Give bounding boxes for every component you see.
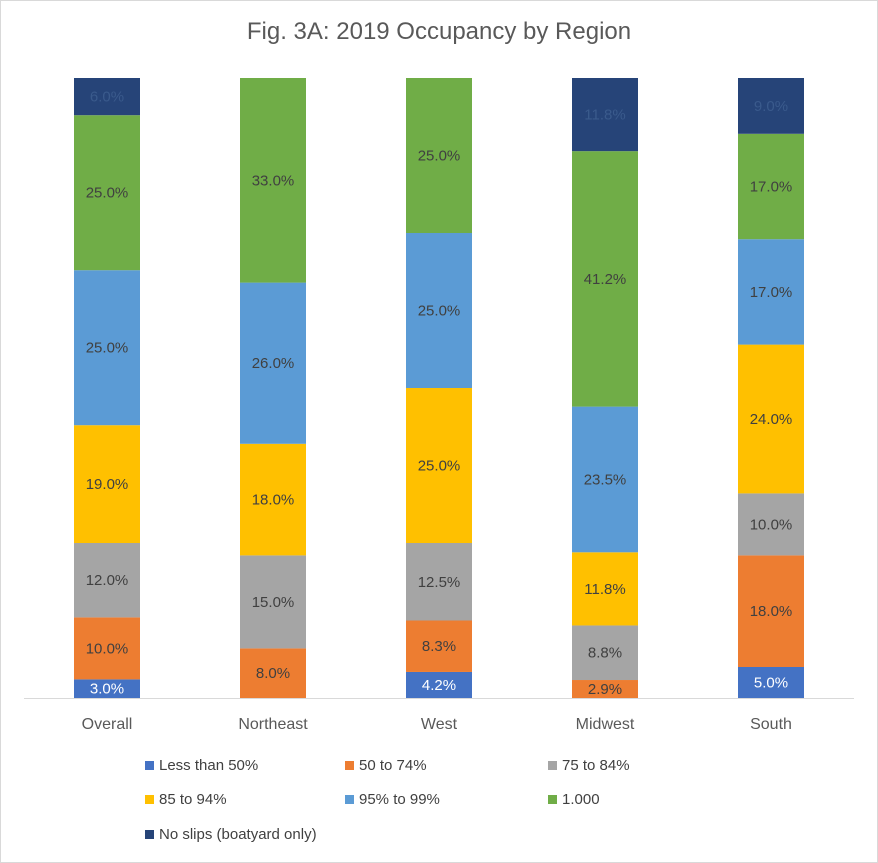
data-label: 23.5% bbox=[584, 471, 627, 488]
bar-segment-overall-5 bbox=[74, 115, 140, 271]
bar-segment-midwest-6 bbox=[572, 78, 638, 152]
data-label: 19.0% bbox=[86, 476, 129, 493]
data-label: 24.0% bbox=[750, 411, 793, 428]
bar-segment-overall-4 bbox=[74, 270, 140, 426]
bar-segment-west-4 bbox=[406, 233, 472, 388]
bar-segment-northeast-2 bbox=[240, 555, 306, 649]
bar-segment-midwest-1 bbox=[572, 680, 638, 698]
data-label: 25.0% bbox=[418, 458, 461, 475]
bar-segment-overall-2 bbox=[74, 543, 140, 618]
x-tick-label: Midwest bbox=[576, 716, 635, 733]
data-label: 25.0% bbox=[86, 340, 129, 357]
bar-segment-midwest-4 bbox=[572, 406, 638, 553]
data-label: 41.2% bbox=[584, 271, 627, 288]
bar-segment-west-3 bbox=[406, 388, 472, 543]
data-label: 25.0% bbox=[418, 148, 461, 165]
data-label: 18.0% bbox=[252, 492, 295, 509]
data-label: 12.0% bbox=[86, 572, 129, 589]
data-label: 9.0% bbox=[754, 98, 788, 115]
bar-segment-south-2 bbox=[738, 493, 804, 556]
bar-segment-northeast-5 bbox=[240, 78, 306, 283]
bar-segment-midwest-2 bbox=[572, 625, 638, 681]
data-label: 8.0% bbox=[256, 665, 290, 682]
data-label: 25.0% bbox=[86, 185, 129, 202]
bar-segment-west-2 bbox=[406, 543, 472, 621]
data-label: 8.3% bbox=[422, 638, 456, 655]
data-label: 10.0% bbox=[86, 640, 129, 657]
bar-segment-south-4 bbox=[738, 239, 804, 345]
data-label: 4.2% bbox=[422, 677, 456, 694]
x-tick-label: South bbox=[750, 716, 792, 733]
data-label: 26.0% bbox=[252, 355, 295, 372]
data-label: 11.8% bbox=[584, 107, 625, 124]
data-label: 15.0% bbox=[252, 594, 295, 611]
bar-segment-midwest-5 bbox=[572, 151, 638, 407]
bar-segment-west-1 bbox=[406, 620, 472, 672]
data-label: 11.8% bbox=[584, 581, 625, 598]
bar-segment-overall-0 bbox=[74, 679, 140, 698]
bar-segment-west-5 bbox=[406, 78, 472, 233]
bar-segment-south-1 bbox=[738, 555, 804, 667]
data-label: 8.8% bbox=[588, 645, 622, 662]
x-tick-label: Northeast bbox=[238, 716, 308, 733]
bar-segment-northeast-4 bbox=[240, 282, 306, 444]
bar-segment-midwest-3 bbox=[572, 552, 638, 626]
data-label: 6.0% bbox=[90, 89, 124, 106]
data-label: 33.0% bbox=[252, 172, 295, 189]
data-label: 17.0% bbox=[750, 284, 793, 301]
data-label: 10.0% bbox=[750, 516, 793, 533]
bar-segment-west-0 bbox=[406, 671, 472, 698]
data-label: 17.0% bbox=[750, 179, 793, 196]
chart-title: Fig. 3A: 2019 Occupancy by Region bbox=[246, 18, 632, 45]
bar-segment-south-0 bbox=[738, 667, 804, 698]
bar-segment-south-5 bbox=[738, 133, 804, 240]
bar-segment-overall-1 bbox=[74, 617, 140, 680]
bar-segment-south-6 bbox=[738, 78, 804, 134]
bar-segment-overall-3 bbox=[74, 425, 140, 543]
data-label: 25.0% bbox=[418, 303, 461, 320]
x-tick-label: West bbox=[421, 716, 458, 733]
bar-segment-overall-6 bbox=[74, 78, 140, 116]
data-label: 2.9% bbox=[588, 681, 622, 698]
x-tick-label: Overall bbox=[82, 716, 133, 733]
data-label: 18.0% bbox=[750, 603, 793, 620]
bar-segment-south-3 bbox=[738, 344, 804, 494]
data-label: 3.0% bbox=[90, 681, 124, 698]
bar-segment-northeast-3 bbox=[240, 443, 306, 556]
bar-segment-northeast-1 bbox=[240, 648, 306, 698]
data-label: 12.5% bbox=[418, 574, 461, 591]
data-label: 5.0% bbox=[754, 675, 788, 692]
